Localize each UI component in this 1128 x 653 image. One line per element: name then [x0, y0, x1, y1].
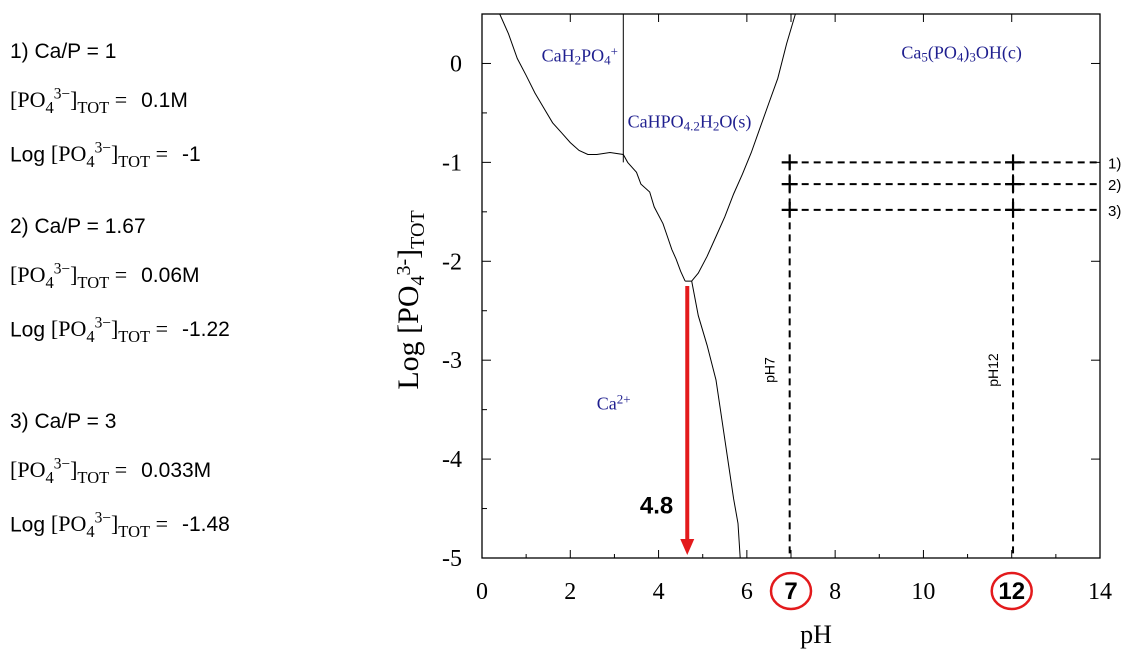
x-tick-label: 4: [653, 579, 665, 605]
log-concentration-value: -1: [182, 143, 201, 167]
formula-tot-subscript: TOT: [118, 152, 151, 172]
region-label: Ca2+: [597, 392, 631, 414]
po4-total-formula: [PO43−]TOT =: [50, 140, 168, 172]
case-heading: 1) Ca/P = 1: [10, 40, 117, 63]
formula-tot-subscript: TOT: [77, 468, 110, 488]
reference-line-label: 2): [1108, 177, 1121, 194]
formula-subscript: 4: [86, 327, 95, 347]
predominance-boundary: [691, 13, 796, 282]
total-concentration-value: 0.1M: [141, 89, 188, 113]
highlight-circle: [769, 571, 813, 611]
reference-line-label: pH12: [985, 353, 1001, 387]
total-concentration-line: [PO43−]TOT = 0.033M: [10, 456, 211, 488]
case-heading: 3) Ca/P = 3: [10, 410, 117, 433]
log-label: Log: [10, 318, 51, 342]
x-tick-label: 12: [998, 578, 1025, 605]
highlight-circle: [990, 571, 1033, 611]
region-label: CaH2PO4+: [542, 44, 618, 68]
formula-charge: 3−: [94, 315, 111, 332]
log-label: Log: [10, 513, 51, 537]
ph-arrow-head: [680, 539, 695, 556]
y-tick-label: -3: [442, 348, 462, 374]
arrow-label: 4.8: [640, 492, 673, 519]
total-concentration-value: 0.06M: [141, 264, 200, 288]
formula-charge: 3−: [94, 140, 111, 157]
predominance-boundary: [499, 13, 686, 282]
region-label: CaHPO4.2H2O(s): [628, 112, 752, 134]
formula-charge: 3−: [53, 456, 71, 473]
formula-tot-subscript: TOT: [118, 327, 151, 347]
x-axis-label: pH: [800, 620, 832, 649]
formula-tot-subscript: TOT: [77, 273, 110, 293]
x-tick-label: 8: [829, 579, 841, 605]
y-tick-label: 0: [450, 51, 462, 77]
total-concentration-line: [PO43−]TOT = 0.06M: [10, 261, 200, 293]
formula-subscript: 4: [86, 152, 95, 172]
po4-total-formula: [PO43−]TOT =: [50, 510, 168, 542]
po4-total-formula: [PO43−]TOT =: [50, 315, 168, 347]
po4-total-formula: [PO43−]TOT =: [10, 261, 128, 293]
reference-line-label: 1): [1108, 155, 1121, 172]
plot-frame: [481, 13, 1101, 559]
x-tick-label: 10: [911, 579, 935, 605]
log-concentration-value: -1.22: [182, 318, 230, 342]
x-tick-label: 14: [1088, 579, 1112, 605]
log-concentration-line: Log [PO43−]TOT = -1.48: [10, 510, 230, 542]
formula-subscript: 4: [86, 522, 95, 542]
log-concentration-line: Log [PO43−]TOT = -1: [10, 140, 201, 172]
po4-total-formula: [PO43−]TOT =: [10, 456, 128, 488]
log-concentration-value: -1.48: [182, 513, 230, 537]
formula-subscript: 4: [45, 98, 54, 118]
y-tick-label: -2: [442, 249, 462, 275]
formula-tot-subscript: TOT: [77, 98, 110, 118]
total-concentration-line: [PO43−]TOT = 0.1M: [10, 86, 188, 118]
predominance-boundary: [685, 280, 741, 559]
x-tick-label: 7: [784, 578, 797, 605]
log-label: Log: [10, 143, 51, 167]
y-tick-label: -4: [442, 447, 462, 473]
y-axis-label: Log [PO43-]TOT: [392, 210, 429, 389]
case-heading: 2) Ca/P = 1.67: [10, 215, 146, 238]
region-label: Ca5(PO4)3OH(c): [901, 43, 1022, 65]
formula-charge: 3−: [94, 510, 111, 527]
y-tick-label: -5: [442, 546, 462, 572]
reference-line-label: 3): [1108, 203, 1121, 220]
total-concentration-value: 0.033M: [141, 459, 212, 483]
log-concentration-line: Log [PO43−]TOT = -1.22: [10, 315, 230, 347]
calculation-panel: 1) Ca/P = 1 [PO43−]TOT = 0.1M Log [PO43−]TO…: [0, 0, 400, 653]
po4-total-formula: [PO43−]TOT =: [10, 86, 128, 118]
formula-subscript: 4: [45, 273, 54, 293]
x-tick-label: 6: [741, 579, 753, 605]
y-tick-label: -1: [442, 150, 462, 176]
x-tick-label: 0: [476, 579, 488, 605]
formula-charge: 3−: [53, 261, 71, 278]
formula-subscript: 4: [45, 468, 54, 488]
x-tick-label: 2: [564, 579, 576, 605]
reference-line-label: pH7: [762, 357, 778, 383]
formula-charge: 3−: [53, 86, 71, 103]
formula-tot-subscript: TOT: [118, 522, 151, 542]
